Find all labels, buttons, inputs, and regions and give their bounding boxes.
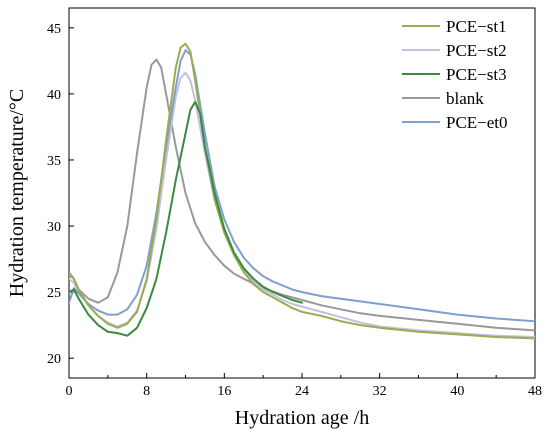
x-tick-label: 8 — [143, 384, 150, 399]
series-line-4 — [69, 49, 535, 323]
y-axis-label: Hydration temperature/°C — [6, 89, 28, 298]
x-axis-label: Hydration age /h — [235, 407, 369, 429]
legend-label: blank — [446, 89, 484, 108]
series-line-0 — [69, 42, 535, 340]
series-lines — [69, 42, 535, 340]
legend-label: PCE−st1 — [446, 17, 507, 36]
series-line-2 — [69, 100, 303, 337]
legend-label: PCE−st3 — [446, 65, 507, 84]
x-tick-label: 16 — [217, 384, 231, 399]
x-tick-label: 40 — [450, 384, 464, 399]
legend-label: PCE−st2 — [446, 41, 507, 60]
y-tick-label: 20 — [47, 352, 61, 367]
legend-label: PCE−et0 — [446, 113, 508, 132]
x-tick-label: 48 — [528, 384, 542, 399]
x-tick-label: 32 — [373, 384, 387, 399]
x-tick-label: 0 — [66, 384, 73, 399]
x-tick-label: 24 — [295, 384, 309, 399]
y-tick-label: 35 — [47, 154, 61, 169]
y-tick-label: 30 — [47, 220, 61, 235]
series-line-3 — [69, 58, 535, 332]
legend: PCE−st1 PCE−st2 PCE−st3 blank PCE−et0 — [402, 17, 508, 132]
y-tick-label: 45 — [47, 22, 61, 37]
y-tick-label: 25 — [47, 286, 61, 301]
y-tick-label: 40 — [47, 88, 61, 103]
axis-ticks: 0 8 16 24 32 40 48 20 25 30 35 40 45 — [47, 22, 542, 399]
